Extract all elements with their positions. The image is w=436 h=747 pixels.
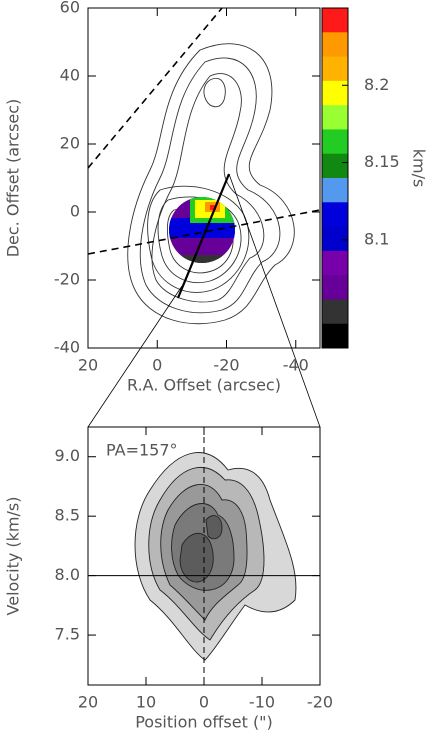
x-tick-label: 0	[199, 693, 209, 712]
velocity-map	[169, 197, 235, 263]
x-axis-label: R.A. Offset (arcsec)	[127, 376, 281, 395]
map-contours	[127, 43, 295, 325]
y-tick-label: 8.5	[55, 506, 80, 525]
x-tick-label: -20	[307, 693, 333, 712]
colorbar-band	[322, 299, 348, 325]
colorbar-band	[322, 129, 348, 155]
x-axis-label: Position offset (")	[135, 713, 273, 732]
colorbar-band	[322, 80, 348, 106]
colorbar-tick-label: 8.15	[364, 152, 400, 171]
annotation-lines	[87, 7, 321, 428]
x-tick-label: 10	[136, 693, 156, 712]
colorbar-band	[322, 32, 348, 58]
colorbar-band	[322, 178, 348, 203]
x-tick-label: -10	[249, 693, 275, 712]
y-tick-label: 8.0	[55, 565, 80, 584]
colorbar-label: km/s	[410, 149, 429, 188]
colorbar-band	[322, 226, 348, 252]
pv-contours	[134, 452, 297, 661]
x-tick-label: -20	[213, 356, 239, 375]
y-tick-label: 9.0	[55, 446, 80, 465]
colorbar-band	[322, 105, 348, 130]
x-tick-label: 0	[152, 356, 162, 375]
colorbar-band	[322, 323, 348, 349]
y-axis-label: Dec. Offset (arcsec)	[4, 99, 23, 258]
colorbar-band	[322, 56, 348, 82]
y-tick-label: 60	[60, 0, 80, 17]
x-tick-label: 20	[78, 693, 98, 712]
annotation: PA=157°	[106, 441, 178, 460]
plot-frame	[87, 7, 321, 349]
colorbar-tick-label: 8.2	[364, 75, 389, 94]
colorbar-band	[322, 275, 348, 300]
colorbar-band	[322, 8, 348, 33]
x-tick-label: -40	[283, 356, 309, 375]
y-tick-label: 20	[60, 134, 80, 153]
colorbar-band	[322, 202, 348, 228]
y-axis-label: Velocity (km/s)	[4, 497, 23, 616]
colorbar-band	[322, 153, 348, 179]
y-tick-label: 7.5	[55, 625, 80, 644]
y-tick-label: -20	[54, 270, 80, 289]
y-tick-label: 0	[70, 202, 80, 221]
y-tick-label: 40	[60, 66, 80, 85]
y-tick-label: -40	[54, 338, 80, 357]
colorbar-tick-label: 8.1	[364, 229, 389, 248]
x-tick-label: 20	[78, 356, 98, 375]
colorbar-frame	[321, 7, 349, 349]
colorbar-band	[322, 250, 348, 276]
